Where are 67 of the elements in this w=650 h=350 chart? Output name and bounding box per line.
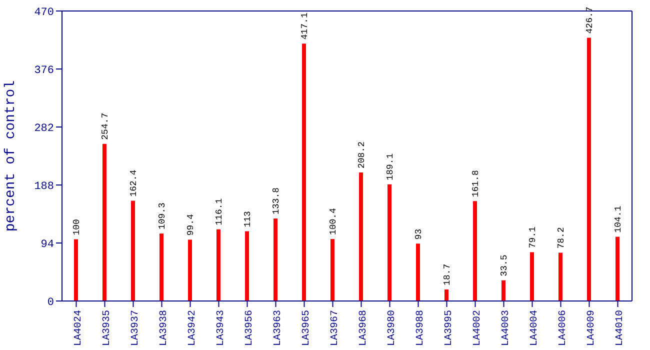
bar	[530, 252, 534, 301]
x-tick-label: LA3935	[102, 310, 113, 346]
data-label: 189.1	[386, 153, 396, 180]
data-label: 133.8	[272, 187, 282, 214]
bar	[587, 38, 591, 301]
data-label: 104.1	[614, 206, 624, 233]
data-label: 18.7	[442, 264, 452, 286]
x-tick-label: LA3965	[301, 310, 312, 346]
data-label: 109.3	[158, 202, 168, 230]
bar	[160, 234, 164, 301]
data-label: 79.1	[528, 226, 538, 248]
x-tick-label: LA3995	[444, 310, 455, 346]
x-tick-label: LA4002	[472, 310, 484, 346]
y-tick-label: 0	[47, 296, 54, 309]
bar	[558, 252, 562, 301]
x-tick-label: LA3967	[330, 310, 341, 346]
bar	[302, 44, 306, 301]
data-label: 33.5	[500, 254, 510, 276]
x-tick-label: LA3980	[386, 310, 398, 346]
data-label: 116.1	[214, 198, 224, 226]
y-axis-title: percent of control	[2, 80, 19, 232]
x-tick-label: LA3968	[358, 310, 370, 346]
data-label: 417.1	[300, 12, 310, 40]
data-label: 161.8	[471, 170, 481, 198]
x-tick-label: LA3988	[415, 310, 426, 346]
bar	[102, 144, 106, 301]
bar	[274, 218, 278, 301]
data-label: 426.7	[585, 6, 595, 34]
data-label: 254.7	[100, 112, 110, 140]
bar	[473, 201, 477, 301]
y-tick-label: 188	[34, 180, 54, 193]
bar	[388, 184, 392, 301]
bar	[131, 200, 135, 301]
y-tick-label: 376	[34, 64, 54, 77]
data-label: 78.2	[556, 227, 566, 249]
data-label: 93	[414, 228, 424, 240]
bar	[444, 289, 448, 301]
y-tick-label: 470	[34, 6, 54, 19]
x-tick-label: LA3942	[187, 310, 198, 346]
x-tick-label: LA4004	[529, 310, 540, 346]
x-tick-label: LA3943	[216, 310, 227, 346]
x-tick-label: LA3938	[158, 310, 170, 346]
data-label: 208.2	[357, 142, 367, 169]
bar	[502, 280, 506, 301]
bar	[188, 240, 192, 301]
x-tick-label: LA4009	[586, 310, 598, 346]
y-tick-label: 282	[34, 122, 54, 135]
data-label: 113	[243, 211, 253, 228]
bar	[216, 229, 220, 301]
bar	[245, 231, 249, 301]
x-tick-label: LA4006	[558, 310, 569, 346]
data-label: 162.4	[129, 170, 139, 197]
bar	[616, 236, 620, 301]
data-label: 99.4	[186, 214, 196, 236]
data-label: 100.4	[328, 208, 338, 236]
bar	[416, 244, 420, 301]
x-tick-label: LA3956	[244, 310, 256, 346]
x-tick-label: LA3937	[130, 310, 142, 346]
y-tick-label: 94	[40, 238, 54, 251]
x-tick-label: LA4003	[500, 310, 512, 346]
x-tick-label: LA4010	[614, 310, 626, 346]
x-tick-label: LA4024	[73, 310, 84, 346]
bar	[330, 239, 334, 301]
bar	[359, 172, 363, 301]
bar	[74, 239, 78, 301]
data-label: 100	[72, 219, 82, 236]
x-tick-label: LA3963	[272, 310, 284, 346]
